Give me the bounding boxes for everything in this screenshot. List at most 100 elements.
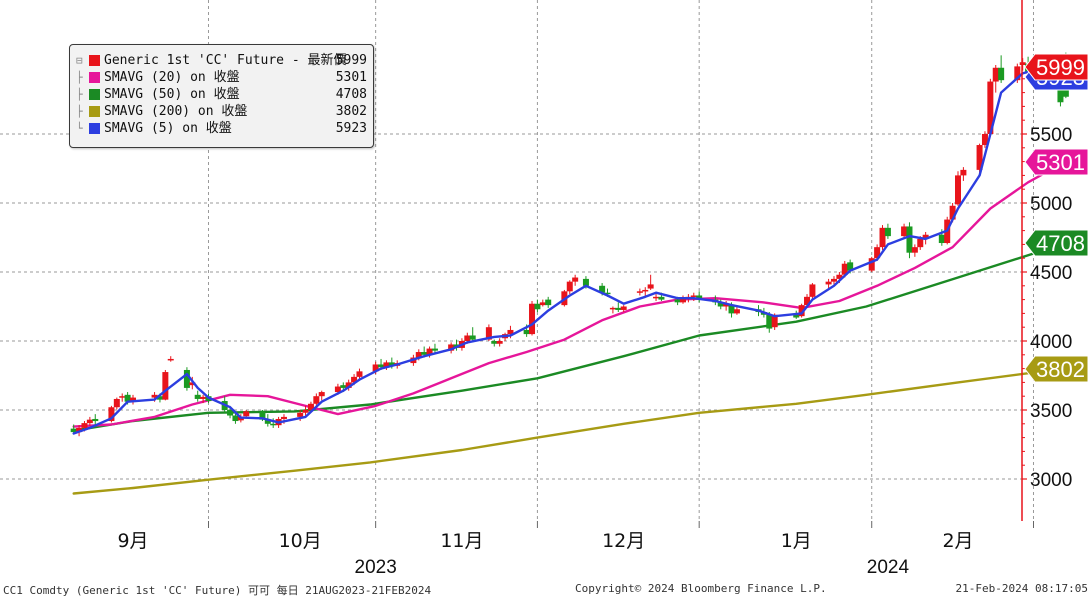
legend-item-price[interactable]: ⊟ Generic 1st 'CC' Future - 最新價 5999: [76, 52, 367, 69]
candle-body: [545, 299, 552, 306]
last-value-label: 5999: [1036, 55, 1085, 80]
footer-security-info: CC1 Comdty (Generic 1st 'CC' Future) 可可 …: [3, 584, 432, 597]
candle-body: [825, 281, 832, 285]
sma5-layer: [72, 67, 1067, 435]
candle-body: [86, 419, 93, 424]
candle-body: [847, 262, 854, 271]
candle-body: [227, 410, 234, 416]
candle-body: [448, 344, 455, 351]
legend-item-sma20[interactable]: ├ SMAVG (20) on 收盤 5301: [76, 69, 367, 86]
candle-body: [297, 412, 304, 417]
candle-body: [92, 418, 99, 422]
legend-swatch: [89, 89, 100, 100]
candle-body: [717, 302, 724, 307]
candle-body: [680, 298, 686, 303]
y-tick-label: 4000: [1030, 332, 1072, 353]
legend-item-sma200[interactable]: ├ SMAVG (200) on 收盤 3802: [76, 103, 367, 120]
candle-body: [270, 423, 277, 426]
candle-body: [534, 303, 541, 310]
legend-label: SMAVG (5) on 收盤: [104, 121, 232, 136]
candle-body: [232, 415, 239, 422]
candle-body: [108, 407, 115, 422]
candle-body: [469, 335, 476, 340]
series-line-smavg-5-: [72, 67, 1067, 435]
x-tick-label: 1月: [781, 530, 812, 552]
candle-body: [636, 291, 643, 293]
candle-body: [76, 427, 83, 433]
candle-body: [113, 398, 120, 408]
series-line-smavg-50-: [72, 242, 1067, 432]
candle-body: [696, 295, 703, 300]
candle-body: [836, 274, 843, 279]
candle-body: [841, 263, 848, 275]
candle-body: [119, 396, 126, 398]
candle-body: [523, 329, 530, 335]
candle-body: [960, 169, 967, 176]
candle-body: [264, 419, 271, 424]
candle-body: [496, 341, 503, 344]
footer-copyright: Copyright© 2024 Bloomberg Finance L.P.: [575, 582, 827, 595]
candle-body: [200, 396, 207, 399]
candle-body: [162, 372, 169, 400]
candle-body: [130, 397, 136, 402]
candle-body: [609, 307, 616, 310]
candle-body: [830, 278, 837, 282]
candle-body: [906, 226, 913, 253]
sma20-layer: [72, 160, 1067, 428]
candle-body: [642, 289, 649, 292]
candle-body: [378, 364, 385, 368]
candle-body: [318, 392, 325, 397]
sma50-layer: [72, 242, 1067, 432]
year-label: 2024: [867, 557, 910, 578]
series-line-smavg-200-: [72, 367, 1067, 495]
legend-swatch: [89, 55, 100, 66]
candle-body: [981, 134, 988, 146]
candle-body: [388, 362, 395, 366]
last-value-label: 5301: [1036, 150, 1085, 175]
candle-body: [566, 281, 573, 292]
candle-body: [529, 303, 536, 335]
candle-body: [70, 428, 77, 433]
year-label: 2023: [355, 557, 397, 578]
legend-item-sma50[interactable]: ├ SMAVG (50) on 收盤 4708: [76, 86, 367, 103]
candle-body: [124, 394, 131, 402]
candle-body: [917, 238, 924, 248]
last-value-tags: 59235999530147083802: [1024, 53, 1089, 383]
y-axis: 3000 3500 4000 4500 5000 5500: [1021, 0, 1072, 521]
tree-collapse-icon[interactable]: ⊟: [76, 54, 83, 67]
candle-body: [572, 277, 579, 282]
legend-item-sma5[interactable]: └ SMAVG (5) on 收盤 5923: [76, 120, 367, 137]
tree-branch-icon: ├: [76, 105, 83, 118]
candle-body: [976, 145, 983, 170]
legend-swatch: [89, 72, 100, 83]
chart-gridlines: [0, 0, 1034, 521]
candle-body: [302, 410, 309, 413]
candle-body: [81, 423, 88, 428]
candle-body: [156, 396, 163, 400]
candle-body: [938, 234, 945, 244]
candle-body: [415, 352, 422, 358]
candle-body: [183, 369, 190, 388]
sma200-layer: [72, 367, 1067, 495]
x-tick-label: 10月: [279, 530, 322, 552]
legend-label: SMAVG (50) on 收盤: [104, 87, 240, 102]
y-tick-label: 5500: [1030, 125, 1072, 146]
candle-body: [653, 296, 660, 299]
candle-body: [647, 284, 654, 289]
candle-body: [604, 292, 611, 295]
candle-body: [901, 226, 908, 237]
candle-body: [194, 394, 201, 399]
x-tick-label: 9月: [117, 530, 148, 552]
candle-body: [658, 296, 665, 300]
candle-body: [599, 285, 606, 293]
legend-value: 5923: [335, 121, 367, 136]
candle-body: [884, 227, 891, 237]
x-tick-label: 11月: [440, 530, 483, 552]
y-tick-label: 5000: [1030, 194, 1072, 215]
candle-body: [464, 335, 471, 341]
candle-body: [259, 411, 266, 420]
x-axis: 9月 10月 11月 12月 1月 2月 2023 2024: [117, 521, 1034, 578]
x-tick-label: 12月: [602, 530, 645, 552]
candle-body: [491, 341, 498, 344]
candle-body: [620, 306, 627, 310]
